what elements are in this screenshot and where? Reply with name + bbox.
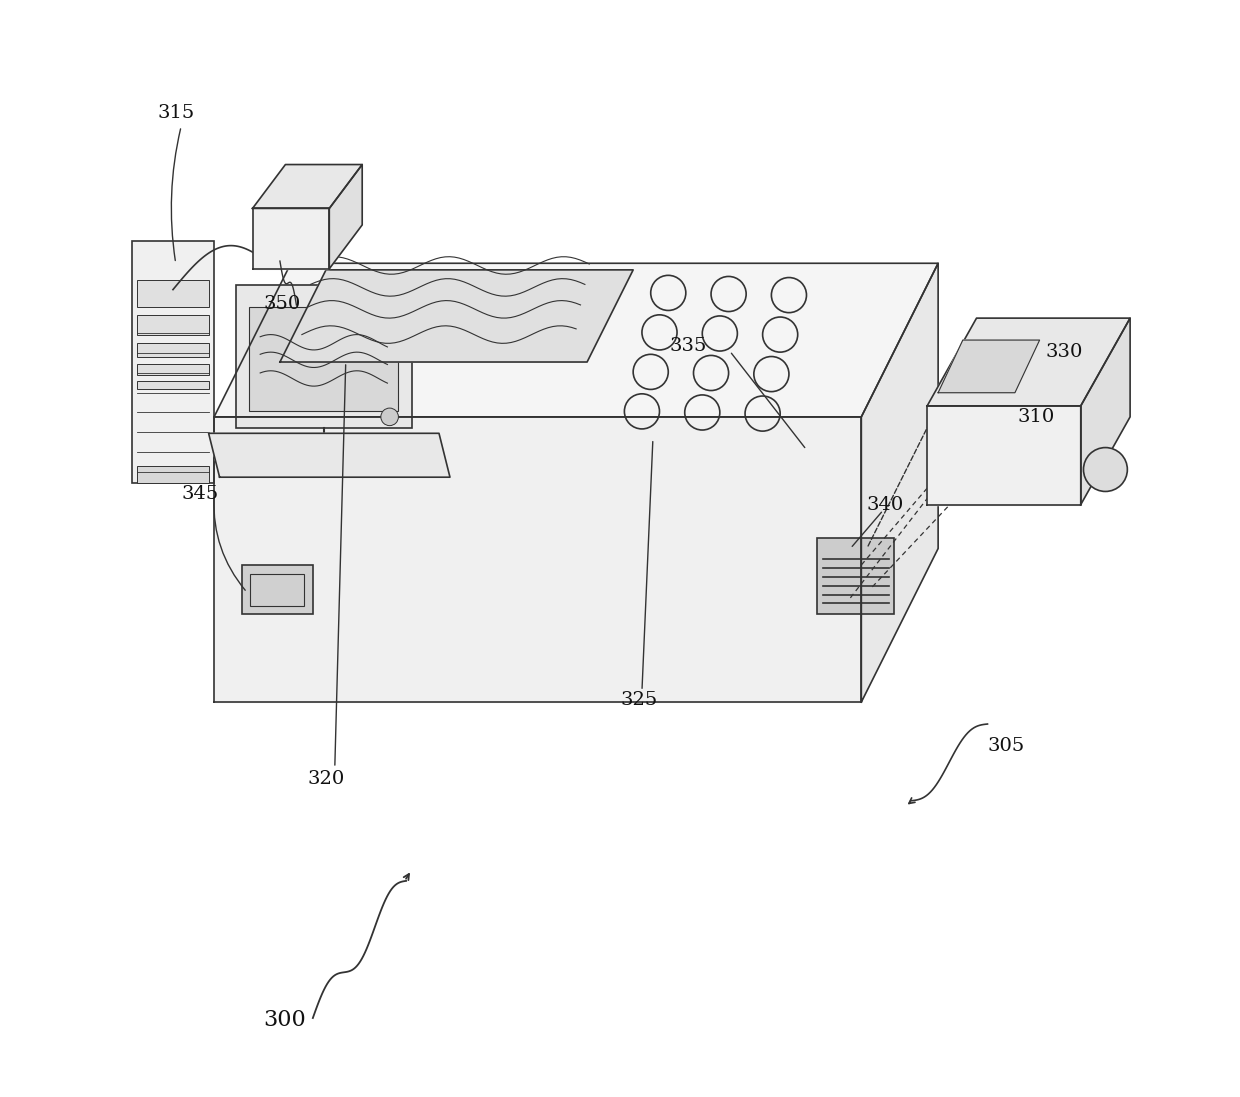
Bar [389, 439, 409, 445]
Text: 315: 315 [157, 104, 195, 123]
Text: 320: 320 [308, 770, 345, 789]
Circle shape [1084, 448, 1127, 491]
Bar [335, 456, 355, 463]
Bar [389, 465, 409, 472]
Bar [280, 448, 300, 454]
Bar [280, 439, 300, 445]
Bar [131, 241, 215, 483]
Bar [226, 465, 244, 472]
Bar [253, 439, 273, 445]
Polygon shape [928, 318, 1130, 406]
Bar [389, 448, 409, 454]
Bar [362, 465, 382, 472]
Polygon shape [928, 406, 1081, 505]
Bar [308, 465, 327, 472]
Bar [138, 343, 208, 357]
Circle shape [381, 408, 398, 426]
Bar [253, 456, 273, 463]
Bar [138, 381, 208, 389]
Polygon shape [253, 165, 362, 208]
Polygon shape [215, 417, 862, 702]
Text: 335: 335 [670, 337, 707, 355]
Bar [138, 280, 208, 307]
Text: 330: 330 [1045, 342, 1083, 361]
Bar [280, 450, 368, 461]
Bar [242, 565, 312, 614]
Polygon shape [215, 263, 939, 417]
Polygon shape [208, 433, 450, 477]
Polygon shape [253, 208, 330, 269]
Bar [253, 448, 273, 454]
Bar [362, 439, 382, 445]
Bar [280, 465, 300, 472]
Bar [280, 456, 300, 463]
Text: 350: 350 [263, 295, 301, 314]
Text: 305: 305 [987, 737, 1024, 756]
Polygon shape [330, 165, 362, 269]
Polygon shape [939, 340, 1039, 393]
Bar [417, 448, 436, 454]
Bar [308, 456, 327, 463]
Polygon shape [280, 270, 634, 362]
Bar [417, 439, 436, 445]
Bar [417, 456, 436, 463]
Bar [249, 307, 398, 411]
Bar [226, 456, 244, 463]
Bar [817, 538, 894, 614]
Bar [226, 448, 244, 454]
Bar [138, 315, 208, 335]
Text: 310: 310 [1017, 408, 1054, 427]
Bar [138, 364, 208, 375]
Text: 345: 345 [181, 485, 218, 504]
Bar [226, 439, 244, 445]
Bar [362, 448, 382, 454]
Bar [138, 466, 208, 483]
Bar [335, 465, 355, 472]
Text: 300: 300 [263, 1009, 306, 1031]
Polygon shape [862, 263, 939, 702]
Bar [250, 574, 304, 606]
Bar [308, 448, 327, 454]
Bar [335, 448, 355, 454]
Bar [335, 439, 355, 445]
Bar [253, 465, 273, 472]
Text: 325: 325 [620, 691, 657, 710]
Bar [362, 456, 382, 463]
Bar [389, 456, 409, 463]
Bar [308, 439, 327, 445]
Bar [417, 465, 436, 472]
Text: 340: 340 [867, 496, 904, 514]
Polygon shape [1081, 318, 1130, 505]
Bar [236, 285, 412, 428]
